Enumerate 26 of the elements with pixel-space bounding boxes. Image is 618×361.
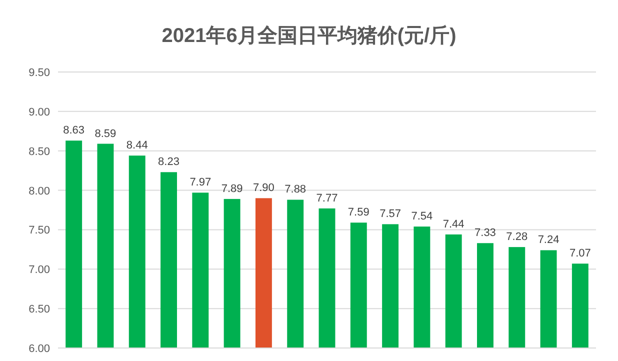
data-label: 7.59 <box>348 206 370 219</box>
data-label: 8.59 <box>94 128 116 140</box>
data-label: 7.90 <box>252 182 274 194</box>
data-label: 7.88 <box>284 184 306 196</box>
y-tick-label: 7.50 <box>28 224 50 237</box>
data-label: 7.97 <box>190 176 212 189</box>
data-label: 7.77 <box>316 192 338 204</box>
y-tick-label: 6.00 <box>28 343 50 355</box>
y-tick-label: 8.50 <box>28 146 50 158</box>
data-label: 7.28 <box>506 231 528 244</box>
data-label: 7.07 <box>569 248 591 260</box>
y-tick-label: 9.00 <box>28 106 50 118</box>
data-label: 7.89 <box>221 182 243 195</box>
data-label: 7.33 <box>474 227 496 240</box>
data-label: 7.24 <box>538 234 560 246</box>
y-tick-label: 6.50 <box>28 304 50 316</box>
data-label: 7.57 <box>380 208 402 220</box>
data-label: 8.44 <box>126 140 148 152</box>
y-tick-label: 8.00 <box>28 185 50 198</box>
data-label: 8.63 <box>63 124 85 137</box>
y-tick-label: 9.50 <box>28 67 50 79</box>
data-label: 7.44 <box>442 218 464 230</box>
chart-title: 2021年6月全国日平均猪价(元/斤) <box>162 24 456 47</box>
data-label: 7.54 <box>411 210 433 223</box>
y-tick-label: 7.00 <box>28 264 50 276</box>
data-label: 8.23 <box>158 156 180 168</box>
